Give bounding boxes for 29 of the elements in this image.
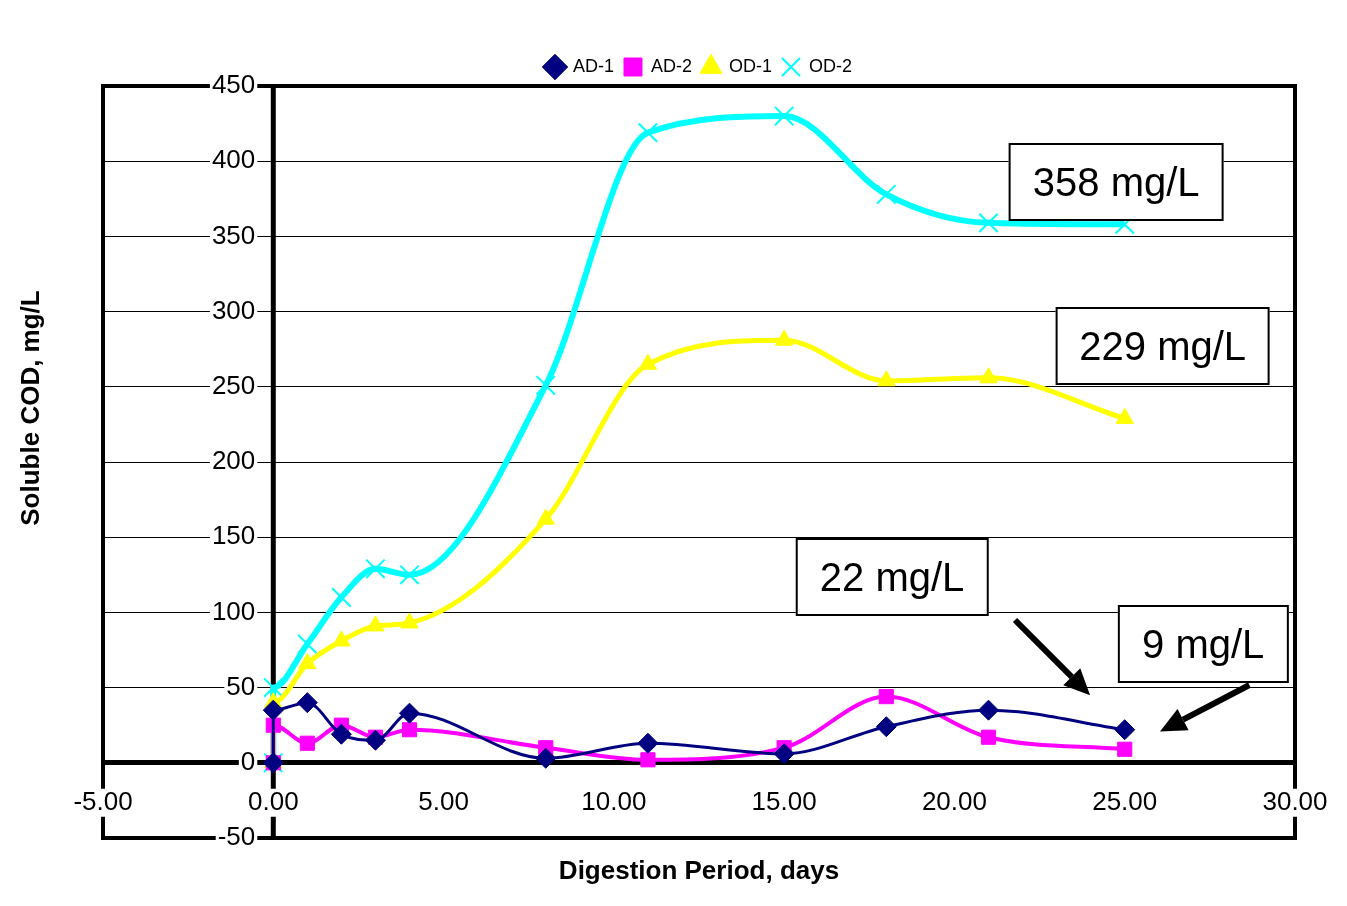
annotation: 229 mg/L — [1055, 307, 1271, 386]
x-tick-label: 20.00 — [921, 785, 987, 816]
x-tick-label: -5.00 — [73, 785, 133, 816]
y-tick-label: -50 — [217, 821, 256, 852]
legend-label: AD-2 — [651, 55, 693, 76]
y-axis-title: Soluble COD, mg/L — [14, 290, 46, 526]
x-tick-label: 30.00 — [1262, 785, 1328, 816]
y-tick-label: 200 — [211, 445, 256, 476]
annotation: 9 mg/L — [1118, 604, 1289, 683]
y-tick-label: 400 — [211, 144, 256, 175]
y-tick-label: 250 — [211, 369, 256, 400]
legend-label: AD-1 — [572, 55, 614, 76]
y-tick-label: 450 — [211, 69, 256, 100]
legend-label: OD-1 — [729, 55, 773, 76]
y-tick-label: 300 — [211, 294, 256, 325]
y-tick-label: 100 — [211, 595, 256, 626]
y-tick-label: 0 — [240, 745, 256, 776]
annotation: 358 mg/L — [1008, 142, 1224, 221]
x-tick-label: 15.00 — [751, 785, 817, 816]
annotation: 22 mg/L — [795, 538, 989, 617]
y-tick-label: 50 — [226, 670, 256, 701]
x-tick-label: 0.00 — [247, 785, 299, 816]
y-tick-label: 350 — [211, 219, 256, 250]
x-axis-title: Digestion Period, days — [558, 854, 840, 886]
y-tick-label: 150 — [211, 520, 256, 551]
legend-label: OD-2 — [809, 55, 853, 76]
x-tick-label: 10.00 — [581, 785, 647, 816]
x-tick-label: 25.00 — [1092, 785, 1158, 816]
x-tick-label: 5.00 — [418, 785, 469, 816]
